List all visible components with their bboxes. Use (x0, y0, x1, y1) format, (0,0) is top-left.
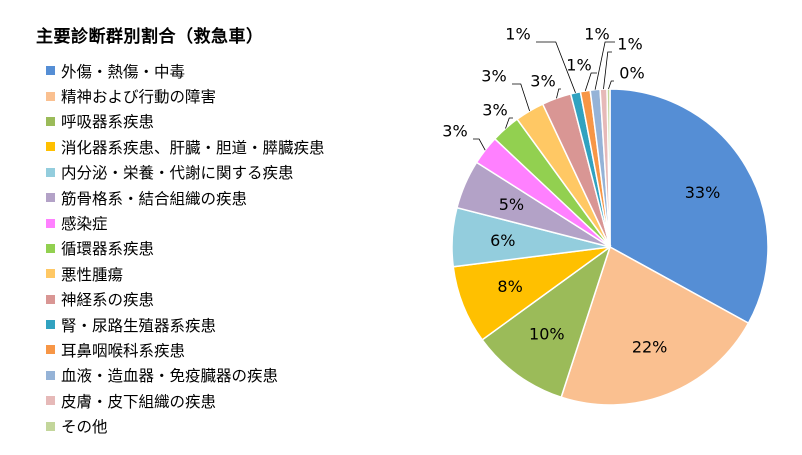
leader-line (603, 51, 612, 90)
legend-swatch (46, 218, 55, 228)
legend-item: 消化器系疾患、肝臓・胆道・膵臓疾患 (46, 134, 325, 159)
leader-line (536, 41, 576, 93)
leader-line (608, 80, 614, 90)
legend-label: 耳鼻咽喉科系疾患 (61, 341, 186, 360)
legend-swatch (46, 421, 55, 431)
legend-label: 腎・尿路生殖器系疾患 (61, 316, 217, 335)
slice-data-label: 1% (584, 25, 609, 44)
slice-data-label: 8% (497, 277, 522, 296)
legend-item: 皮膚・皮下組織の疾患 (46, 388, 325, 413)
legend-label: 悪性腫瘍 (61, 265, 124, 284)
leader-line (584, 72, 597, 92)
slice-data-label: 3% (530, 72, 555, 91)
legend-swatch (46, 243, 55, 253)
legend-item: 筋骨格系・結合組織の疾患 (46, 185, 325, 210)
slice-data-label: 1% (566, 56, 591, 75)
legend-label: 血液・造血器・免疫臓器の疾患 (61, 367, 279, 386)
slice-data-label: 5% (499, 195, 524, 214)
legend-swatch (46, 91, 55, 101)
leader-line (594, 41, 615, 90)
slice-data-label: 3% (481, 67, 506, 86)
legend-swatch (46, 116, 55, 126)
chart-title: 主要診断群別割合（救急車） (36, 27, 264, 47)
legend-item: 内分泌・栄養・代謝に関する疾患 (46, 160, 325, 185)
legend-swatch (46, 320, 55, 330)
legend-swatch (46, 396, 55, 406)
slice-data-label: 3% (482, 101, 507, 120)
slice-data-label: 1% (505, 25, 530, 44)
slice-data-label: 3% (442, 122, 467, 141)
legend-swatch (46, 193, 55, 203)
legend-swatch (46, 345, 55, 355)
legend-swatch (46, 370, 55, 380)
legend-item: 神経系の疾患 (46, 287, 325, 312)
leader-line (556, 88, 561, 99)
legend-item: 耳鼻咽喉科系疾患 (46, 337, 325, 362)
legend-label: 感染症 (61, 215, 108, 234)
slice-data-label: 22% (632, 337, 668, 356)
legend-label: 呼吸器系疾患 (61, 113, 155, 132)
legend-item: 外傷・熱傷・中毒 (46, 58, 325, 83)
legend-swatch (46, 66, 55, 76)
leader-line (512, 83, 530, 112)
legend-item: 感染症 (46, 210, 325, 235)
legend-label: 神経系の疾患 (61, 291, 155, 310)
pie-slice (481, 245, 612, 399)
legend-swatch (46, 142, 55, 152)
legend-label: 外傷・熱傷・中毒 (61, 62, 186, 81)
legend-label: 消化器系疾患、肝臓・胆道・膵臓疾患 (61, 138, 325, 157)
legend-swatch (46, 269, 55, 279)
legend-swatch (46, 167, 55, 177)
chart-legend: 外傷・熱傷・中毒精神および行動の障害 呼吸器系疾患消化器系疾患、肝臓・胆道・膵臓疾… (46, 58, 325, 439)
slice-data-label: 1% (617, 35, 642, 54)
legend-item: 循環器系疾患 (46, 236, 325, 261)
legend-item: 精神および行動の障害 (46, 83, 325, 108)
legend-item: 悪性腫瘍 (46, 261, 325, 286)
leader-line (505, 117, 513, 129)
pie-slice (609, 88, 769, 325)
slice-data-label: 10% (529, 324, 565, 343)
legend-label: 筋骨格系・結合組織の疾患 (61, 189, 248, 208)
leader-line (473, 138, 486, 151)
legend-swatch (46, 294, 55, 304)
legend-label: 内分泌・栄養・代謝に関する疾患 (61, 164, 294, 183)
pie-slice (606, 88, 611, 248)
legend-item: 腎・尿路生殖器系疾患 (46, 312, 325, 337)
slice-data-label: 0% (619, 64, 644, 83)
pie-slice (560, 245, 750, 406)
legend-label: 循環器系疾患 (61, 240, 155, 259)
legend-item: 血液・造血器・免疫臓器の疾患 (46, 363, 325, 388)
legend-item: 呼吸器系疾患 (46, 109, 325, 134)
legend-item: その他 (46, 413, 325, 438)
legend-label: 皮膚・皮下組織の疾患 (61, 392, 217, 411)
legend-label: 精神および行動の障害 (61, 88, 217, 107)
slice-data-label: 6% (490, 231, 515, 250)
slice-data-label: 33% (685, 183, 721, 202)
legend-label: その他 (61, 418, 108, 437)
